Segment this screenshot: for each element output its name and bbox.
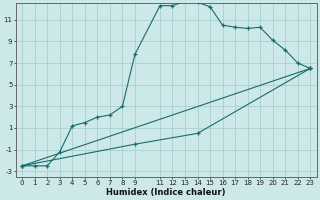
X-axis label: Humidex (Indice chaleur): Humidex (Indice chaleur)	[107, 188, 226, 197]
